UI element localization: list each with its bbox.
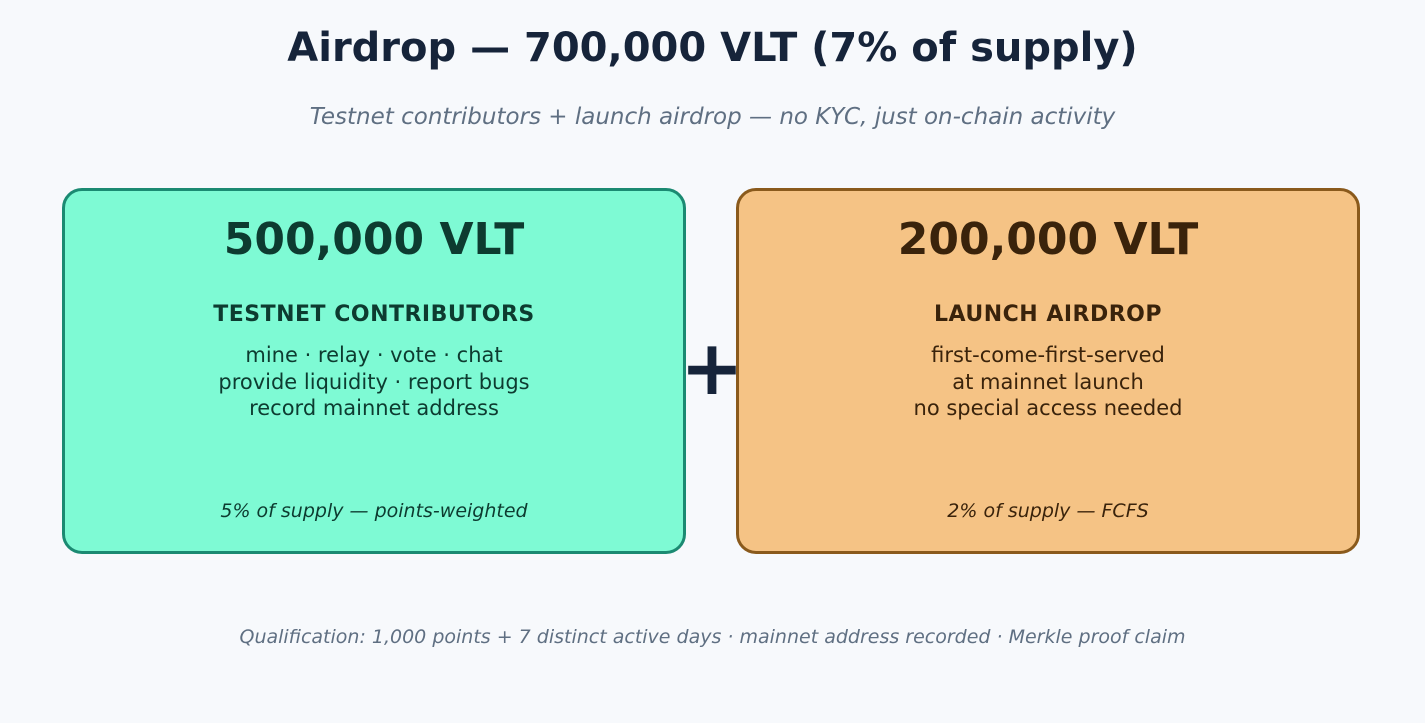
card-description: mine · relay · vote · chat provide liqui… <box>65 342 683 422</box>
plus-icon: + <box>680 323 744 412</box>
qualification-footer: Qualification: 1,000 points + 7 distinct… <box>239 626 1186 648</box>
card-note: 2% of supply — FCFS <box>947 500 1149 522</box>
card-line: at mainnet launch <box>952 369 1144 394</box>
card-line: record mainnet address <box>249 396 499 420</box>
card-heading: TESTNET CONTRIBUTORS <box>213 302 535 327</box>
page-subtitle: Testnet contributors + launch airdrop — … <box>309 104 1116 130</box>
launch-airdrop-card: 200,000 VLT LAUNCH AIRDROP first-come-fi… <box>736 188 1360 554</box>
page-title: Airdrop — 700,000 VLT (7% of supply) <box>287 25 1138 71</box>
card-heading: LAUNCH AIRDROP <box>933 302 1163 327</box>
card-line: no special access needed <box>913 396 1183 420</box>
card-line: provide liquidity · report bugs <box>218 369 530 394</box>
card-note: 5% of supply — points-weighted <box>220 500 528 522</box>
card-line: mine · relay · vote · chat <box>245 343 503 367</box>
card-description: first-come-first-served at mainnet launc… <box>739 342 1357 422</box>
card-line: first-come-first-served <box>931 343 1165 367</box>
card-amount: 500,000 VLT <box>223 214 525 265</box>
testnet-contributors-card: 500,000 VLT TESTNET CONTRIBUTORS mine · … <box>62 188 686 554</box>
card-amount: 200,000 VLT <box>897 214 1199 265</box>
